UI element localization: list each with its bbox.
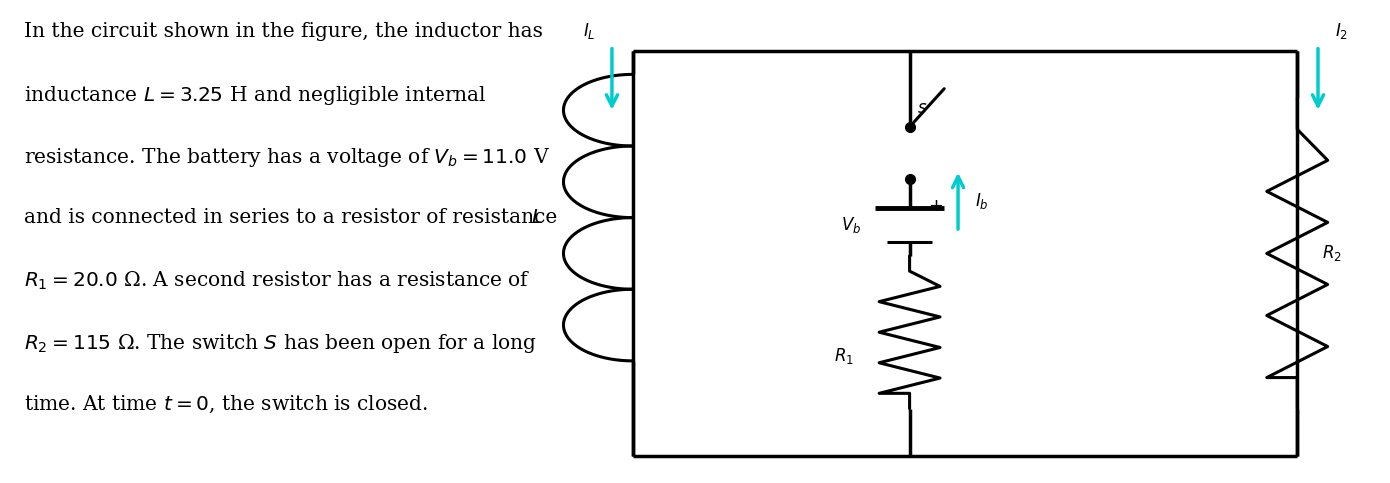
- Text: $V_b$: $V_b$: [841, 215, 862, 235]
- Text: $R_1 = 20.0$ Ω. A second resistor has a resistance of: $R_1 = 20.0$ Ω. A second resistor has a …: [24, 270, 530, 292]
- Text: $R_1$: $R_1$: [834, 346, 855, 366]
- Text: $R_2 = 115$ Ω. The switch $S$ has been open for a long: $R_2 = 115$ Ω. The switch $S$ has been o…: [24, 332, 537, 355]
- Text: $s$: $s$: [916, 100, 927, 117]
- Text: inductance $L = 3.25$ H and negligible internal: inductance $L = 3.25$ H and negligible i…: [24, 84, 486, 107]
- Text: $I_b$: $I_b$: [974, 191, 988, 211]
- Text: time. At time $t = 0$, the switch is closed.: time. At time $t = 0$, the switch is clo…: [24, 394, 428, 415]
- Text: $I_2$: $I_2$: [1334, 21, 1348, 41]
- Text: and is connected in series to a resistor of resistance: and is connected in series to a resistor…: [24, 208, 557, 227]
- Text: $R_2$: $R_2$: [1322, 243, 1341, 263]
- Text: $I_L$: $I_L$: [582, 21, 595, 41]
- Text: $L$: $L$: [531, 209, 542, 227]
- Text: $+$: $+$: [927, 197, 942, 214]
- Text: resistance. The battery has a voltage of $V_b = 11.0$ V: resistance. The battery has a voltage of…: [24, 146, 549, 169]
- Text: In the circuit shown in the figure, the inductor has: In the circuit shown in the figure, the …: [24, 22, 542, 41]
